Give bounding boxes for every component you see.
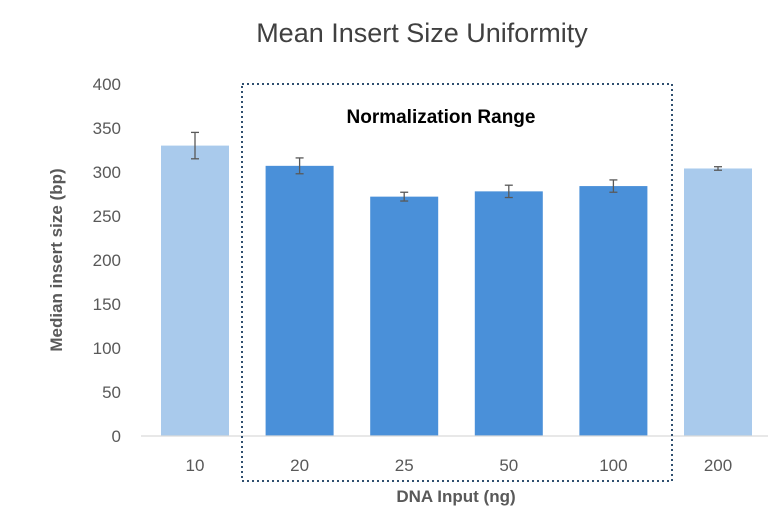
error-bar <box>504 184 513 199</box>
x-axis-ticks: 10 20 25 50 100 200 <box>186 456 733 475</box>
x-tick-label: 100 <box>599 456 627 475</box>
y-axis-ticks: 0 50 100 150 200 250 300 350 400 <box>93 75 121 446</box>
y-tick-label: 150 <box>93 295 121 314</box>
bar <box>265 165 334 436</box>
bar <box>474 191 543 436</box>
bar <box>579 186 648 436</box>
y-tick-label: 50 <box>102 383 121 402</box>
bar-series <box>161 145 752 437</box>
y-tick-label: 100 <box>93 339 121 358</box>
error-bar <box>295 157 304 175</box>
y-tick-label: 0 <box>112 427 121 446</box>
error-bar-series <box>191 131 722 202</box>
x-tick-label: 25 <box>395 456 414 475</box>
x-tick-label: 200 <box>704 456 732 475</box>
bar <box>370 196 439 436</box>
y-tick-label: 200 <box>93 251 121 270</box>
normalization-range-label: Normalization Range <box>347 107 536 128</box>
bar <box>684 168 752 437</box>
normalization-range-box <box>241 83 673 482</box>
bar <box>161 145 229 436</box>
x-tick-label: 50 <box>499 456 518 475</box>
error-bar <box>191 131 199 160</box>
y-tick-label: 350 <box>93 119 121 138</box>
x-axis-title: DNA Input (ng) <box>396 487 515 506</box>
y-tick-label: 400 <box>93 75 121 94</box>
y-tick-label: 250 <box>93 207 121 226</box>
y-axis-title: Median insert size (bp) <box>47 168 66 351</box>
error-bar <box>400 191 409 202</box>
error-bar <box>714 166 722 171</box>
x-tick-label: 10 <box>186 456 205 475</box>
chart-title: Mean Insert Size Uniformity <box>256 18 588 48</box>
x-tick-label: 20 <box>290 456 309 475</box>
y-tick-label: 300 <box>93 163 121 182</box>
error-bar <box>609 179 618 193</box>
